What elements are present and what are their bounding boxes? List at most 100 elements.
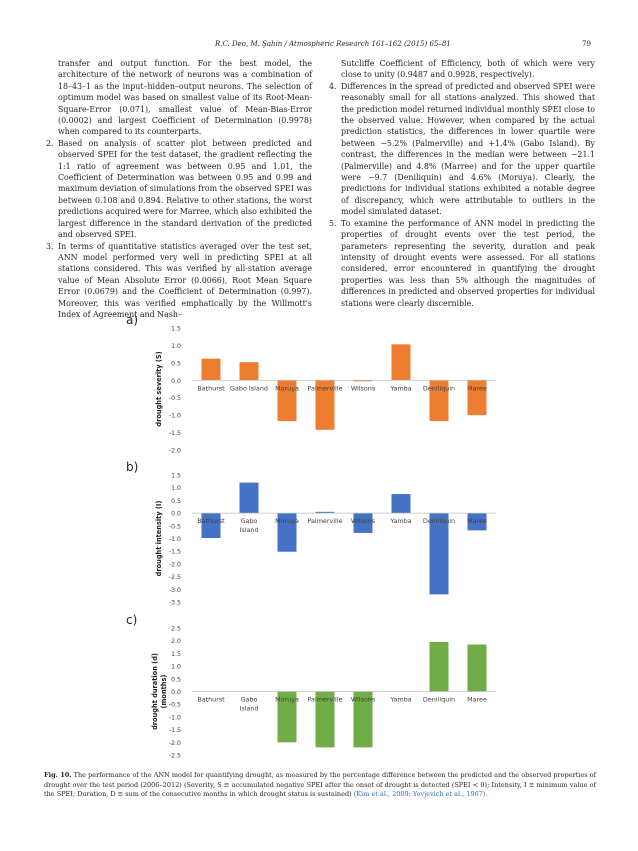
list-item: 4. Differences in the spread of predicte…	[327, 81, 595, 218]
bar-maree	[467, 644, 487, 692]
bar-bathurst	[201, 358, 221, 381]
bar-moruya	[277, 513, 297, 552]
category-label: Gabo	[241, 517, 258, 525]
y-tick-label: -1.5	[169, 549, 181, 556]
category-label: Gabo Island	[230, 384, 268, 392]
y-tick-label: -1.0	[169, 413, 181, 420]
caption-citation-link[interactable]: (Kim et al., 2009; Yevjevich et al., 196…	[353, 790, 488, 799]
y-tick-label: 2.0	[171, 638, 181, 645]
bar-wilsons	[353, 513, 373, 533]
y-tick-label: 1.5	[171, 651, 181, 658]
paragraph-intro: transfer and output function. For the be…	[58, 59, 312, 137]
y-tick-label: 0.0	[171, 689, 181, 696]
category-label: Palmerville	[307, 384, 342, 392]
category-label: Island	[239, 526, 258, 534]
panel-label: b)	[126, 460, 138, 474]
category-label: Palmerville	[307, 696, 342, 704]
category-label: Moruya	[275, 384, 299, 392]
bar-moruya	[277, 380, 297, 422]
bar-moruya	[277, 691, 297, 743]
caption-label: Fig. 10.	[44, 771, 72, 779]
category-label: Yamba	[389, 517, 411, 525]
category-label: Deniliquin	[423, 517, 455, 525]
y-tick-label: -1.0	[169, 714, 181, 721]
y-tick-label: -2.0	[169, 740, 181, 747]
y-tick-label: -2.0	[169, 448, 181, 455]
y-tick-label: 0.5	[171, 360, 181, 367]
list-item-text: Differences in the spread of predicted a…	[341, 81, 595, 217]
list-item: 5. To examine the performance of ANN mod…	[327, 218, 595, 309]
category-label: Deniliquin	[423, 384, 455, 392]
category-label: Yamba	[389, 384, 411, 392]
bar-wilsons	[353, 380, 373, 382]
y-tick-label: -0.5	[169, 523, 181, 530]
page-number: 79	[582, 40, 591, 48]
bar-maree	[467, 380, 487, 416]
list-item-number: 4.	[329, 81, 337, 91]
bar-yamba	[391, 344, 411, 381]
y-tick-label: -0.5	[169, 395, 181, 402]
bar-maree	[467, 513, 487, 531]
list-item-text: Based on analysis of scatter plot betwee…	[58, 138, 312, 240]
y-axis-title-unit: (months)	[160, 675, 168, 709]
category-label: Deniliquin	[423, 696, 455, 704]
running-header: R.C. Deo, M. Şahin / Atmospheric Researc…	[0, 40, 638, 54]
category-label: Moruya	[275, 696, 299, 704]
bar-bathurst	[201, 513, 221, 538]
y-tick-label: 0.5	[171, 498, 181, 505]
category-label: Bathurst	[197, 384, 225, 392]
paragraph-continuation: Sutcliffe Coefficient of Efficiency, bot…	[341, 59, 595, 80]
y-tick-label: 1.0	[171, 343, 181, 350]
bar-palmerville	[315, 380, 335, 430]
list-item-text: To examine the performance of ANN model …	[341, 218, 595, 308]
y-tick-label: -0.5	[169, 702, 181, 709]
category-label: Bathurst	[197, 696, 225, 704]
category-label: Gabo	[241, 696, 258, 704]
bar-palmerville	[315, 691, 335, 748]
left-column: transfer and output function. For the be…	[44, 58, 312, 320]
y-tick-label: 0.0	[171, 378, 181, 385]
y-tick-label: -1.5	[169, 727, 181, 734]
category-label: Maree	[467, 384, 487, 392]
right-column: Sutcliffe Coefficient of Efficiency, bot…	[327, 58, 595, 309]
bar-gabo-island	[239, 362, 259, 381]
y-axis-title: drought duration (d)	[151, 653, 159, 730]
y-tick-label: 1.5	[171, 473, 181, 480]
category-label: Island	[239, 705, 258, 713]
running-head: R.C. Deo, M. Şahin / Atmospheric Researc…	[215, 40, 451, 48]
list-item: 3. In terms of quantitative statistics a…	[44, 241, 312, 321]
list-item: 2. Based on analysis of scatter plot bet…	[44, 138, 312, 241]
category-label: Palmerville	[307, 517, 342, 525]
y-tick-label: 1.0	[171, 664, 181, 671]
y-tick-label: 0.0	[171, 511, 181, 518]
bar-gabo-island	[239, 482, 259, 514]
category-label: Maree	[467, 696, 487, 704]
y-axis-title: drought intensity (I)	[155, 501, 163, 577]
category-label: Bathurst	[197, 517, 225, 525]
category-label: Maree	[467, 517, 487, 525]
bar-deniliquin	[429, 641, 449, 692]
y-tick-label: -2.0	[169, 561, 181, 568]
y-tick-label: 0.5	[171, 676, 181, 683]
category-label: Yamba	[389, 696, 411, 704]
bar-yamba	[391, 494, 411, 514]
y-tick-label: 1.0	[171, 485, 181, 492]
list-item-number: 5.	[329, 218, 337, 228]
y-tick-label: -3.0	[169, 587, 181, 594]
y-tick-label: 2.5	[171, 626, 181, 633]
figure-caption: Fig. 10. The performance of the ANN mode…	[44, 771, 596, 800]
category-label: Wilsons	[351, 517, 376, 525]
y-tick-label: -1.0	[169, 536, 181, 543]
bar-wilsons	[353, 691, 373, 748]
bar-deniliquin	[429, 513, 449, 595]
y-tick-label: -3.5	[169, 600, 181, 607]
y-tick-label: -1.5	[169, 430, 181, 437]
bar-deniliquin	[429, 380, 449, 422]
list-item-number: 3.	[46, 241, 54, 251]
y-axis-title: drought severity (S)	[155, 351, 163, 426]
list-item-text: In terms of quantitative statistics aver…	[58, 241, 312, 319]
caption-text: The performance of the ANN model for qua…	[44, 771, 596, 799]
panel-label: c)	[126, 613, 137, 627]
list-item-number: 2.	[46, 138, 54, 148]
y-tick-label: 1.5	[171, 326, 181, 333]
